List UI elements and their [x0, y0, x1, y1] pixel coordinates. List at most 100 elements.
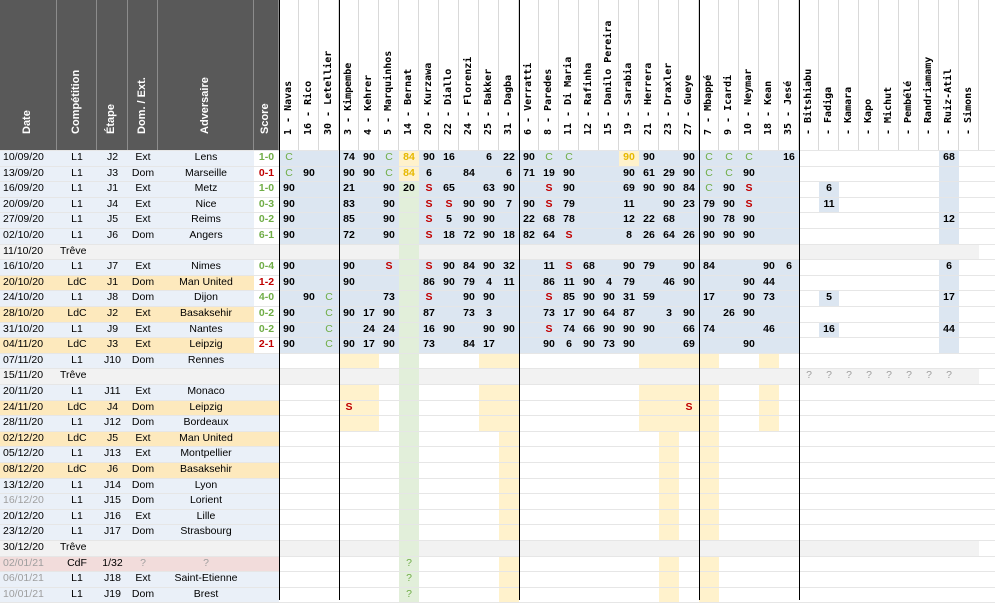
player-cell [819, 540, 839, 556]
table-row[interactable] [0, 524, 279, 540]
table-row[interactable] [0, 493, 279, 509]
player-cell [739, 259, 759, 275]
player-cell: 72 [339, 228, 359, 244]
player-cell [439, 415, 459, 431]
player-cell [359, 181, 379, 197]
table-row[interactable] [0, 462, 279, 478]
player-cell [659, 150, 679, 166]
table-row[interactable] [0, 415, 279, 431]
player-cell [819, 275, 839, 291]
player-cell [519, 243, 539, 260]
header-player-label: 1 - Navas [282, 80, 294, 135]
cell-competition: L1 [71, 525, 83, 538]
table-row[interactable] [0, 446, 279, 462]
table-row[interactable] [0, 384, 279, 400]
table-row[interactable] [0, 228, 279, 244]
table-row[interactable] [0, 571, 279, 587]
table-row[interactable] [0, 243, 279, 260]
player-cell [519, 587, 539, 603]
player-cell [719, 571, 739, 587]
player-cell [859, 509, 879, 525]
cell-competition: L1 [71, 197, 83, 210]
player-cell [779, 290, 799, 306]
player-cell [879, 587, 899, 603]
table-row[interactable] [0, 508, 279, 525]
player-cell: 90 [439, 321, 459, 338]
player-cell: 22 [519, 212, 539, 228]
player-cell [939, 462, 959, 478]
player-cell [359, 384, 379, 400]
cell-date: 20/09/20 [3, 197, 44, 210]
table-row[interactable] [0, 399, 279, 416]
player-cell: 90 [579, 274, 599, 291]
player-cell: 26 [719, 306, 739, 322]
header-score-label: Score [259, 103, 271, 134]
player-cell [479, 462, 499, 478]
cell-venue: Dom [131, 587, 155, 600]
player-cell [519, 478, 539, 494]
table-row[interactable] [0, 274, 279, 291]
player-cell [299, 478, 319, 494]
table-row[interactable] [0, 259, 279, 275]
player-cell [599, 587, 619, 603]
header-player: 1 - Navas [279, 0, 299, 150]
player-cell [819, 306, 839, 322]
table-row[interactable] [0, 212, 279, 228]
player-cell [939, 274, 959, 291]
player-cell [399, 228, 419, 244]
cell-stage [97, 540, 128, 556]
player-cell [819, 384, 839, 400]
player-cell [619, 478, 639, 494]
table-row[interactable] [0, 150, 279, 166]
player-cell [919, 212, 939, 228]
player-cell: 85 [339, 212, 359, 228]
table-row[interactable] [0, 337, 279, 353]
table-row[interactable] [0, 196, 279, 213]
cell-stage: J2 [106, 307, 119, 319]
player-cell [739, 587, 759, 603]
player-cell [439, 446, 459, 462]
table-row[interactable] [0, 540, 279, 556]
cell-venue [128, 540, 158, 556]
player-cell [319, 196, 339, 213]
player-cell [539, 478, 559, 494]
header-player: - Pembélé [899, 0, 919, 150]
player-cell [939, 384, 959, 400]
player-cell [679, 431, 699, 447]
player-cell [939, 556, 959, 572]
cell-score: 0-4 [254, 259, 279, 275]
table-row[interactable] [0, 165, 279, 182]
player-cell [739, 243, 759, 260]
player-cell: 84 [459, 165, 479, 182]
player-cell [799, 275, 819, 291]
table-row[interactable] [0, 555, 279, 572]
player-cell: 90 [579, 337, 599, 353]
cell-stage: 1/32 [102, 556, 123, 569]
table-row[interactable] [0, 586, 279, 603]
player-cell [499, 524, 519, 540]
table-row[interactable] [0, 290, 279, 306]
player-cell [759, 587, 779, 603]
player-cell [799, 353, 819, 369]
unknown-mark: ? [406, 587, 412, 600]
player-cell [859, 322, 879, 338]
table-row[interactable] [0, 368, 279, 384]
header-player-label: - Randriamamy [922, 56, 934, 135]
player-cell [619, 243, 639, 260]
table-row[interactable] [0, 181, 279, 197]
table-row[interactable] [0, 430, 279, 447]
table-row[interactable] [0, 306, 279, 322]
cell-venue: Ext [135, 572, 151, 585]
player-cell: 90 [299, 290, 319, 306]
table-row[interactable] [0, 352, 279, 369]
table-row[interactable] [0, 321, 279, 338]
player-cell [579, 587, 599, 603]
player-cell: 73 [459, 306, 479, 322]
player-cell [819, 493, 839, 509]
cell-competition: L1 [71, 572, 83, 585]
player-cell [919, 166, 939, 182]
player-cell: 79 [699, 196, 719, 213]
table-row[interactable] [0, 477, 279, 494]
player-cell [919, 587, 939, 603]
player-cell [799, 431, 819, 447]
